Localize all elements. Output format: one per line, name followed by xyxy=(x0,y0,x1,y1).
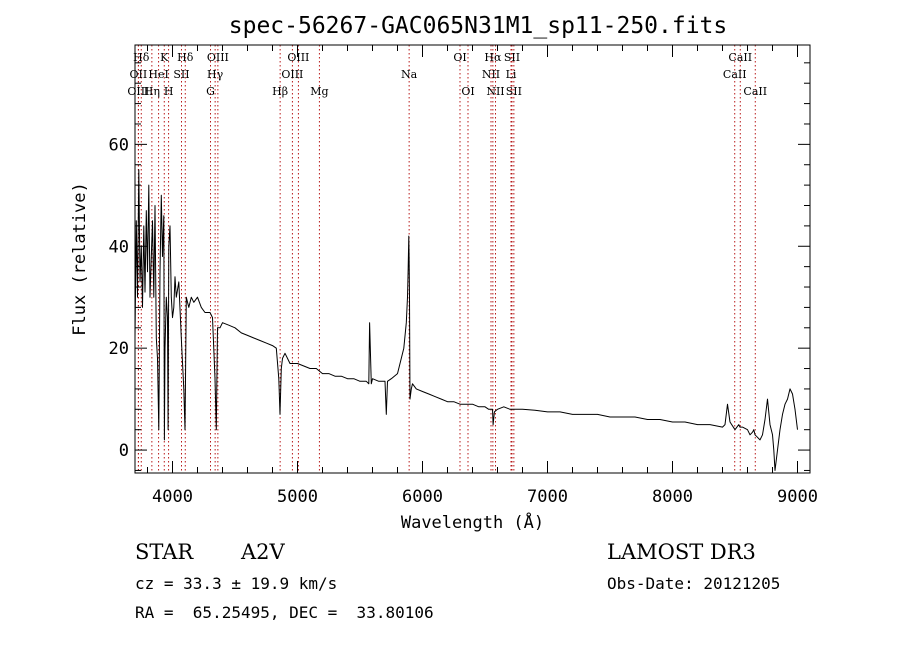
redshift-readout: cz = 33.3 ± 19.9 km/s xyxy=(135,574,338,593)
spectral-line-label: Hη xyxy=(144,85,160,98)
x-tick-label: 9000 xyxy=(777,487,818,507)
spectral-line-label: OI xyxy=(453,51,466,64)
coordinates: RA = 65.25495, DEC = 33.80106 xyxy=(135,603,434,622)
axis-ticks: 4000 5000 6000 7000 8000 9000 0 20 40 60 xyxy=(109,45,818,507)
y-tick-label: 60 xyxy=(109,135,129,155)
spectral-line-label: Mg xyxy=(310,85,328,98)
spectral-line-label: NII xyxy=(486,85,504,98)
obs-date: Obs-Date: 20121205 xyxy=(607,574,781,593)
spectral-line-label: K xyxy=(160,51,169,64)
x-tick-label: 6000 xyxy=(402,487,443,507)
spectral-line-label: OIII xyxy=(207,51,229,64)
spectral-line-markers xyxy=(137,45,756,473)
spectral-line-label: Hδ xyxy=(177,51,194,64)
spectral-line-label: H xyxy=(164,85,174,98)
spectral-line-label: Na xyxy=(401,68,418,81)
x-tick-label: 5000 xyxy=(277,487,318,507)
y-tick-label: 20 xyxy=(109,339,129,359)
survey-name: LAMOST DR3 xyxy=(607,540,756,564)
spectral-line-label: SII xyxy=(504,51,520,64)
x-tick-label: 7000 xyxy=(527,487,568,507)
spectral-line-label: Hγ xyxy=(207,68,224,81)
x-tick-label: 8000 xyxy=(652,487,693,507)
y-tick-label: 0 xyxy=(119,441,129,461)
x-tick-label: 4000 xyxy=(152,487,193,507)
spectral-line-label: OII xyxy=(130,68,148,81)
spectral-line-label: OIII xyxy=(127,85,149,98)
spectral-line-label: Li xyxy=(506,68,517,81)
spectral-line-label: CaII xyxy=(743,85,767,98)
spectral-line-label: Hβ xyxy=(272,85,288,98)
x-axis-label: Wavelength (Å) xyxy=(401,511,544,533)
spectral-line-label: Hα xyxy=(484,51,502,64)
chart-title: spec-56267-GAC065N31M1_sp11-250.fits xyxy=(229,13,728,39)
y-axis-label: Flux (relative) xyxy=(70,182,90,336)
y-tick-label: 40 xyxy=(109,237,129,257)
spectral-line-labels: Hδ OII OIII K HeI Hη SII H Hδ OIII Hγ G Hβ OIII OIII Mg… xyxy=(127,51,767,98)
spectral-line-label: G xyxy=(206,85,215,98)
spectral-line-label: HeI xyxy=(148,68,168,81)
spectral-line-label: OI xyxy=(461,85,474,98)
spectral-line-label: SII xyxy=(173,68,189,81)
spectral-line-label: OIII xyxy=(281,68,303,81)
spectral-line-label: Hδ xyxy=(133,51,150,64)
spectral-line-label: CaII xyxy=(728,51,752,64)
spectral-line-label: CaII xyxy=(723,68,747,81)
object-subclass: A2V xyxy=(241,540,285,564)
spectrum-series-line xyxy=(134,169,798,471)
spectral-line-label: SII xyxy=(506,85,522,98)
plot-frame xyxy=(134,44,811,474)
spectral-line-label: OIII xyxy=(287,51,309,64)
series-group xyxy=(134,169,798,471)
object-class: STAR xyxy=(135,540,194,564)
spectral-line-label: NII xyxy=(482,68,500,81)
